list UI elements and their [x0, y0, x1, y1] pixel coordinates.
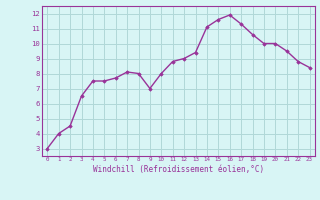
X-axis label: Windchill (Refroidissement éolien,°C): Windchill (Refroidissement éolien,°C)	[93, 165, 264, 174]
